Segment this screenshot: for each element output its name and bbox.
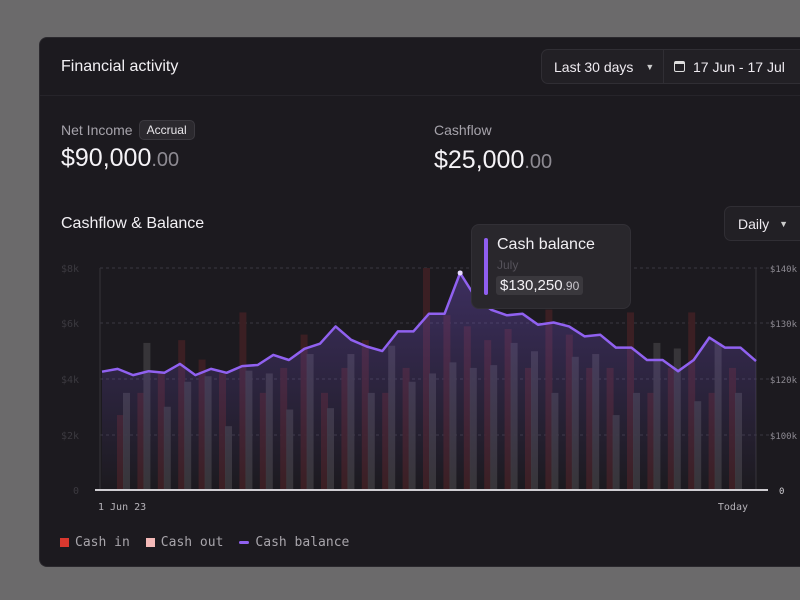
cash-out-swatch <box>145 538 155 547</box>
chevron-down-icon: ▼ <box>779 218 789 229</box>
legend-label: Cash balance <box>255 535 350 550</box>
interval-select[interactable]: Daily ▼ <box>724 206 800 241</box>
legend-cash-in[interactable]: Cash in <box>60 535 130 550</box>
chart-title: Cashflow & Balance <box>61 215 205 232</box>
left-tick-label: $4k <box>61 375 79 386</box>
kpi-value: $25,000.00 <box>434 146 552 175</box>
legend-cash-out[interactable]: Cash out <box>145 535 224 550</box>
chart-tooltip: Cash balance July $130,250.90 <box>471 224 631 309</box>
tooltip-value-main: $130,250 <box>500 277 563 294</box>
tooltip-value: $130,250.90 <box>496 276 584 295</box>
date-controls: Last 30 days ▼ 17 Jun - 17 Jul <box>541 49 800 84</box>
calendar-icon <box>674 61 685 72</box>
tooltip-value-cents: .90 <box>562 279 580 293</box>
kpi-value-main: $90,000 <box>61 144 152 172</box>
tooltip-title: Cash balance <box>497 236 595 253</box>
right-tick-label: $120k <box>770 376 798 386</box>
right-tick-label: $130k <box>770 320 798 330</box>
legend-cash-balance[interactable]: Cash balance <box>239 535 349 550</box>
accrual-badge[interactable]: Accrual <box>138 120 195 140</box>
right-tick-label: $100k <box>770 432 798 442</box>
cash-balance-swatch <box>239 541 250 544</box>
kpi-net-income: Net Income Accrual $90,000.00 <box>61 120 195 173</box>
legend-label: Cash out <box>160 535 224 550</box>
kpi-value-cents: .00 <box>151 149 180 171</box>
date-range-picker[interactable]: 17 Jun - 17 Jul <box>664 50 789 83</box>
cash-in-swatch <box>60 538 69 547</box>
hover-point <box>457 270 463 276</box>
series-color-bar <box>484 238 488 295</box>
left-tick-label: $2k <box>61 431 79 442</box>
cash-balance-area <box>102 273 756 490</box>
right-tick-label: 0 <box>779 487 784 497</box>
left-tick-label: $6k <box>61 319 79 330</box>
kpi-value: $90,000.00 <box>61 144 195 173</box>
left-tick-label: 0 <box>73 486 79 497</box>
card-title: Financial activity <box>61 58 179 75</box>
tooltip-subtitle: July <box>497 258 519 272</box>
cash-balance-line <box>101 271 757 377</box>
kpi-label: Cashflow <box>434 122 492 138</box>
right-tick-label: $140k <box>770 265 798 275</box>
interval-select-label: Daily <box>738 215 770 232</box>
kpi-value-cents: .00 <box>524 151 553 173</box>
range-select[interactable]: Last 30 days ▼ <box>542 50 664 83</box>
kpi-label: Net Income <box>61 122 133 138</box>
left-tick-label: $8k <box>61 264 79 275</box>
range-select-label: Last 30 days <box>554 58 634 75</box>
date-range-label: 17 Jun - 17 Jul <box>693 58 785 75</box>
legend-label: Cash in <box>75 535 130 550</box>
kpi-cashflow: Cashflow $25,000.00 <box>434 120 552 175</box>
x-tick-label: 1 Jun 23 <box>98 502 146 513</box>
chevron-down-icon: ▼ <box>645 61 655 72</box>
kpi-value-main: $25,000 <box>434 146 525 174</box>
divider <box>40 95 800 96</box>
chart-legend: Cash in Cash out Cash balance <box>60 535 365 550</box>
x-tick-label: Today <box>718 502 748 513</box>
